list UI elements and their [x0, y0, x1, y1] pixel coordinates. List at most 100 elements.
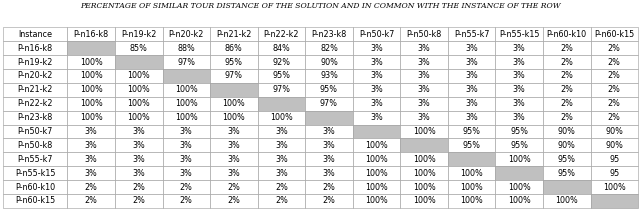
Text: 2%: 2% [608, 58, 621, 67]
Text: 3%: 3% [465, 44, 478, 53]
Text: 100%: 100% [508, 182, 531, 192]
Text: 3%: 3% [180, 141, 193, 150]
Text: 2%: 2% [608, 99, 621, 108]
Text: P-n55-k7: P-n55-k7 [17, 155, 53, 164]
Text: 82%: 82% [320, 44, 338, 53]
Text: 3%: 3% [418, 85, 431, 94]
Text: 2%: 2% [560, 44, 573, 53]
Text: 100%: 100% [80, 85, 102, 94]
Text: 95%: 95% [557, 155, 576, 164]
Text: 100%: 100% [508, 155, 531, 164]
Text: 3%: 3% [323, 169, 335, 178]
Text: P-n20-k2: P-n20-k2 [168, 30, 204, 39]
Text: 3%: 3% [513, 99, 525, 108]
Text: 3%: 3% [513, 113, 525, 122]
Text: 100%: 100% [223, 99, 245, 108]
Text: 3%: 3% [85, 169, 97, 178]
Text: 3%: 3% [513, 85, 525, 94]
Text: 100%: 100% [365, 169, 388, 178]
Text: 2%: 2% [180, 182, 193, 192]
Text: 3%: 3% [418, 113, 431, 122]
Text: 100%: 100% [413, 182, 435, 192]
Text: 100%: 100% [365, 155, 388, 164]
Text: P-n60-k15: P-n60-k15 [15, 196, 56, 205]
Text: 3%: 3% [275, 127, 288, 136]
Text: 90%: 90% [605, 127, 623, 136]
Text: 90%: 90% [320, 58, 338, 67]
Text: 97%: 97% [273, 85, 291, 94]
Text: 100%: 100% [80, 99, 102, 108]
Text: 3%: 3% [132, 155, 145, 164]
Text: 3%: 3% [513, 58, 525, 67]
Text: P-n55-k15: P-n55-k15 [499, 30, 540, 39]
Text: 2%: 2% [560, 58, 573, 67]
Text: 3%: 3% [323, 155, 335, 164]
Text: 3%: 3% [513, 44, 525, 53]
Text: 3%: 3% [132, 141, 145, 150]
Text: 100%: 100% [270, 113, 292, 122]
Text: Instance: Instance [19, 30, 52, 39]
Text: 95: 95 [609, 169, 620, 178]
Text: P-n50-k8: P-n50-k8 [18, 141, 53, 150]
Text: 3%: 3% [465, 71, 478, 80]
Text: 97%: 97% [320, 99, 338, 108]
Text: 2%: 2% [275, 196, 288, 205]
Text: P-n55-k15: P-n55-k15 [15, 169, 56, 178]
Text: 3%: 3% [513, 71, 525, 80]
Text: 3%: 3% [418, 44, 431, 53]
Text: 88%: 88% [177, 44, 195, 53]
Text: 100%: 100% [603, 182, 626, 192]
Text: 90%: 90% [605, 141, 623, 150]
Text: 2%: 2% [275, 182, 288, 192]
Text: 3%: 3% [227, 141, 240, 150]
Text: 86%: 86% [225, 44, 243, 53]
Text: 3%: 3% [370, 44, 383, 53]
Text: 100%: 100% [127, 99, 150, 108]
Text: 3%: 3% [227, 169, 240, 178]
Text: 3%: 3% [275, 141, 288, 150]
Text: 100%: 100% [175, 85, 198, 94]
Text: P-n60-k10: P-n60-k10 [15, 182, 56, 192]
Text: 100%: 100% [80, 113, 102, 122]
Text: P-n19-k2: P-n19-k2 [121, 30, 156, 39]
Text: 100%: 100% [413, 155, 435, 164]
Text: 2%: 2% [180, 196, 193, 205]
Text: P-n22-k2: P-n22-k2 [17, 99, 53, 108]
Text: 3%: 3% [180, 169, 193, 178]
Text: 85%: 85% [130, 44, 148, 53]
Text: 95%: 95% [225, 58, 243, 67]
Text: P-n60-k10: P-n60-k10 [547, 30, 587, 39]
Text: 100%: 100% [175, 113, 198, 122]
Text: 100%: 100% [127, 85, 150, 94]
Text: 100%: 100% [413, 196, 435, 205]
Text: 2%: 2% [227, 182, 240, 192]
Text: 2%: 2% [84, 196, 98, 205]
Text: 2%: 2% [608, 113, 621, 122]
Text: 3%: 3% [465, 99, 478, 108]
Text: 2%: 2% [560, 71, 573, 80]
Text: 3%: 3% [418, 99, 431, 108]
Text: 100%: 100% [223, 113, 245, 122]
Text: P-n21-k2: P-n21-k2 [216, 30, 252, 39]
Text: 3%: 3% [275, 155, 288, 164]
Text: 3%: 3% [85, 141, 97, 150]
Text: 3%: 3% [370, 71, 383, 80]
Text: P-n50-k7: P-n50-k7 [18, 127, 53, 136]
Text: 3%: 3% [180, 127, 193, 136]
Text: 100%: 100% [365, 141, 388, 150]
Text: 84%: 84% [273, 44, 291, 53]
Text: 95%: 95% [320, 85, 338, 94]
Text: P-n20-k2: P-n20-k2 [18, 71, 53, 80]
Text: 2%: 2% [323, 196, 335, 205]
Text: 2%: 2% [560, 85, 573, 94]
Text: 95%: 95% [463, 141, 481, 150]
Text: P-n16-k8: P-n16-k8 [74, 30, 109, 39]
Text: 100%: 100% [80, 58, 102, 67]
Text: 100%: 100% [80, 71, 102, 80]
Text: 100%: 100% [127, 71, 150, 80]
Text: 100%: 100% [413, 169, 435, 178]
Text: 3%: 3% [275, 169, 288, 178]
Text: 2%: 2% [608, 71, 621, 80]
Text: 95: 95 [609, 155, 620, 164]
Text: 3%: 3% [85, 127, 97, 136]
